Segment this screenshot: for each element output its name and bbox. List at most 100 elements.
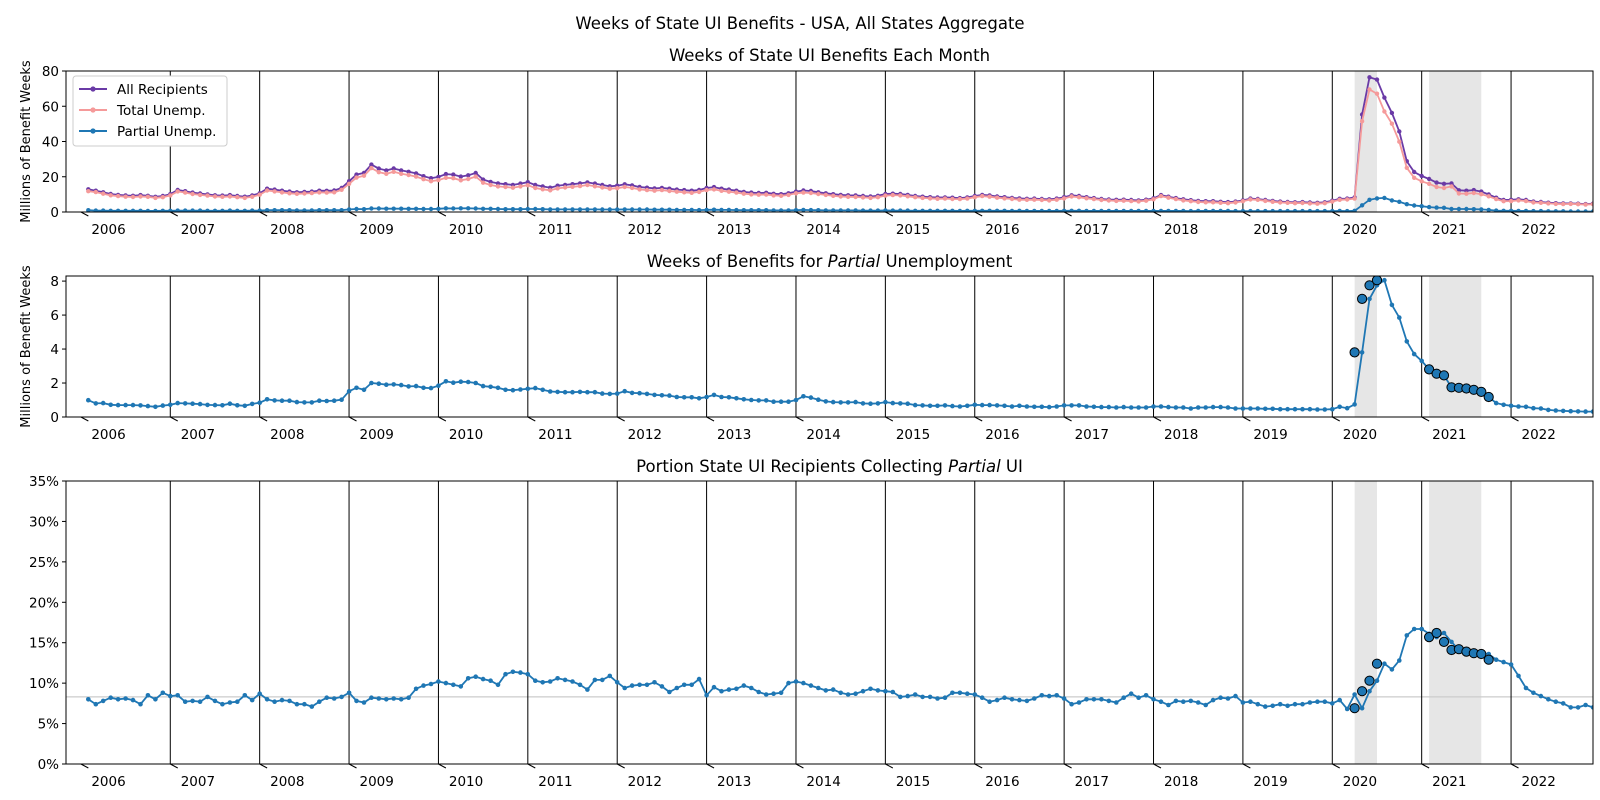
data-point xyxy=(771,691,776,696)
data-point xyxy=(957,196,963,202)
data-point xyxy=(674,685,680,691)
data-point xyxy=(346,181,352,186)
data-point xyxy=(1434,184,1439,190)
data-point xyxy=(808,683,814,688)
data-point xyxy=(1367,197,1372,202)
data-point xyxy=(771,193,776,198)
data-point xyxy=(1091,697,1097,702)
data-point xyxy=(577,183,583,189)
data-point xyxy=(853,399,858,405)
data-point xyxy=(361,387,367,393)
data-point xyxy=(451,176,456,181)
data-point xyxy=(1054,208,1059,212)
data-point xyxy=(510,185,516,190)
x-tick-mark xyxy=(259,763,268,769)
data-point xyxy=(1345,197,1350,202)
x-tick-mark xyxy=(259,416,268,422)
y-tick-label: 20% xyxy=(29,595,59,611)
data-point xyxy=(361,173,367,178)
data-point xyxy=(1590,705,1593,710)
data-point xyxy=(853,194,858,200)
x-tick-mark xyxy=(527,211,536,217)
data-point xyxy=(540,387,545,393)
data-point xyxy=(600,207,605,212)
x-tick-label: 2012 xyxy=(628,774,662,790)
data-point xyxy=(1583,702,1588,708)
data-point xyxy=(130,194,136,200)
data-point xyxy=(376,170,381,175)
data-point xyxy=(1471,190,1477,196)
x-tick-mark xyxy=(527,763,536,769)
data-point xyxy=(965,403,970,409)
data-point xyxy=(1136,405,1141,410)
x-tick-label: 2014 xyxy=(806,222,840,238)
data-point xyxy=(1084,208,1089,212)
data-point xyxy=(1061,403,1067,408)
data-point xyxy=(525,671,531,677)
x-tick-label: 2018 xyxy=(1164,774,1198,790)
data-point xyxy=(1441,205,1447,210)
data-point xyxy=(227,401,233,407)
x-tick-mark xyxy=(80,763,89,769)
y-axis-label: Millions of Benefit Weeks xyxy=(19,265,34,428)
data-point xyxy=(1568,408,1573,414)
data-point xyxy=(1173,405,1179,410)
data-point xyxy=(1456,191,1462,196)
data-point xyxy=(309,208,314,212)
data-point xyxy=(466,206,471,211)
x-tick-label: 2011 xyxy=(538,222,572,238)
data-point xyxy=(324,208,329,212)
data-point xyxy=(1024,698,1030,704)
data-point xyxy=(1531,690,1536,696)
data-point xyxy=(242,403,248,409)
x-tick-mark xyxy=(795,211,804,217)
data-point xyxy=(257,192,262,197)
data-point xyxy=(1434,205,1439,210)
data-point xyxy=(808,190,814,196)
data-point xyxy=(577,207,583,212)
data-point xyxy=(153,208,158,212)
data-point xyxy=(555,207,560,212)
data-point xyxy=(1516,198,1521,203)
x-tick-label: 2017 xyxy=(1075,222,1109,238)
data-point xyxy=(168,208,173,212)
data-point xyxy=(801,680,806,686)
data-point xyxy=(443,171,449,177)
x-tick-mark xyxy=(1153,211,1162,217)
data-point xyxy=(1419,358,1424,364)
highlighted-point xyxy=(1438,370,1450,381)
data-point xyxy=(719,394,724,400)
data-point xyxy=(272,189,277,194)
data-point xyxy=(212,194,218,199)
data-point xyxy=(1121,695,1126,700)
data-point xyxy=(138,403,143,408)
data-point xyxy=(168,402,173,408)
data-point xyxy=(905,208,910,212)
data-point xyxy=(1210,404,1216,410)
data-point xyxy=(1106,698,1112,704)
data-point xyxy=(302,191,307,196)
data-point xyxy=(197,699,203,704)
data-point xyxy=(1575,209,1581,212)
data-point xyxy=(711,392,717,398)
highlighted-point xyxy=(1371,276,1383,286)
data-point xyxy=(1523,685,1529,691)
panel-title: Weeks of State UI Benefits Each Month xyxy=(669,46,990,65)
data-point xyxy=(987,699,992,704)
data-point xyxy=(704,693,709,698)
data-point xyxy=(1367,688,1372,694)
data-point xyxy=(696,207,702,212)
x-tick-label: 2018 xyxy=(1164,222,1198,238)
data-point xyxy=(1002,695,1007,700)
data-point xyxy=(495,206,501,212)
data-point xyxy=(972,195,977,200)
data-point xyxy=(242,208,247,212)
data-point xyxy=(1099,197,1104,203)
legend-box xyxy=(72,75,228,147)
data-point xyxy=(1546,697,1551,702)
data-point xyxy=(1315,208,1320,212)
data-point xyxy=(1143,405,1149,410)
data-point xyxy=(1523,198,1529,204)
data-point xyxy=(935,696,940,701)
data-point xyxy=(1121,404,1126,410)
